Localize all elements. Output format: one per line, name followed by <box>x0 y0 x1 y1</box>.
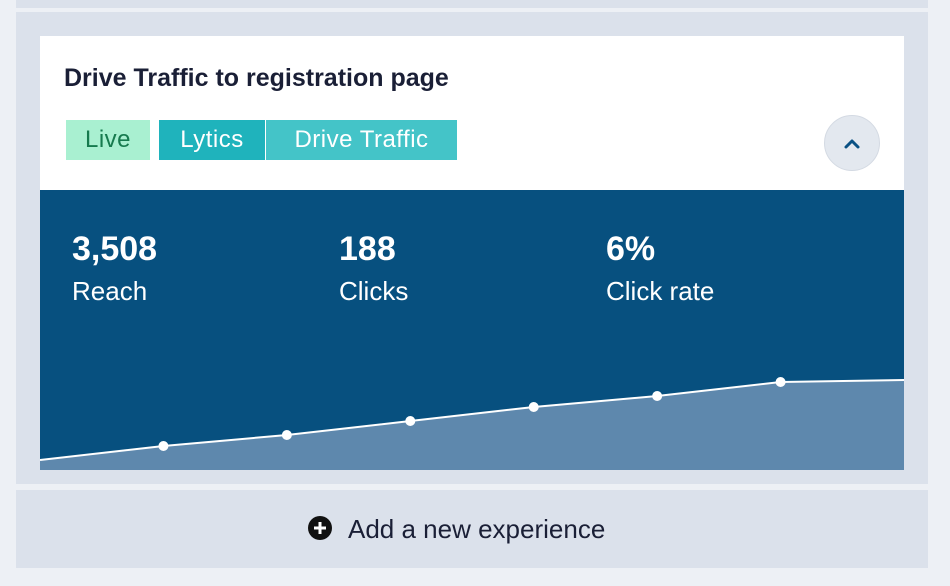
stat-value: 6% <box>606 230 656 268</box>
sparkline-point <box>528 402 539 412</box>
tag: Lytics <box>159 120 265 160</box>
add-experience-button[interactable] <box>16 490 928 568</box>
stat-value: 188 <box>339 230 396 268</box>
plus-icon <box>308 516 332 540</box>
sparkline-point <box>281 430 292 440</box>
sparkline-line <box>40 379 904 461</box>
chevron-icon <box>844 139 860 149</box>
stat-label: Click rate <box>606 276 715 306</box>
tag: Drive Traffic <box>266 120 457 160</box>
collapse-button[interactable] <box>824 115 880 171</box>
card-title: Drive Traffic to registration page <box>64 64 449 92</box>
sparkline-point <box>158 441 169 451</box>
sparkline-area <box>40 380 904 470</box>
stat-label: Reach <box>72 276 148 306</box>
sparkline-point <box>652 391 663 401</box>
sparkline-point <box>405 416 416 426</box>
stat-value: 3,508 <box>72 230 158 268</box>
sparkline <box>40 377 904 470</box>
sparkline-point <box>775 377 786 387</box>
stats-panel: 3,508 Reach 188 Clicks 6% Click rate <box>40 190 904 470</box>
previous-card <box>16 0 928 8</box>
stat-label: Clicks <box>339 276 409 306</box>
card-header <box>40 36 904 190</box>
add-experience-label: Add a new experience <box>348 514 606 544</box>
status-badge: Live <box>66 120 150 160</box>
